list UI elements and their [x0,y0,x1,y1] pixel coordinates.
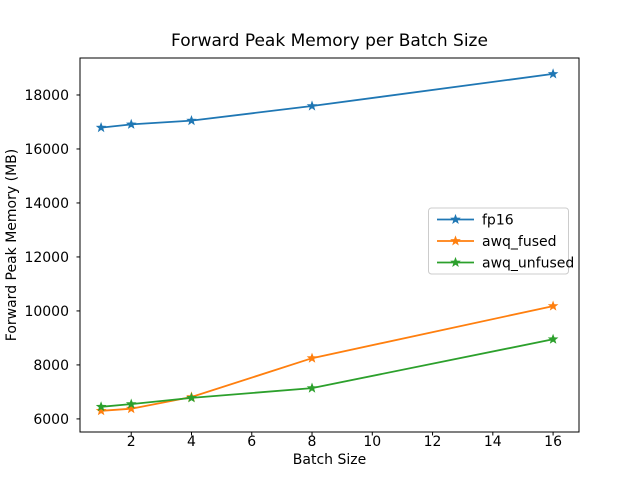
data-point-marker-fp16 [125,118,137,129]
x-tick-label: 10 [363,434,381,450]
data-point-marker-awq_unfused [306,382,318,393]
data-point-marker-fp16 [547,68,559,79]
data-point-marker-fp16 [186,115,197,126]
data-point-marker-awq_fused [125,403,137,414]
x-tick-label: 14 [484,434,502,450]
legend: fp16 awq_fused awq_unfused [428,207,574,275]
chart-title: Forward Peak Memory per Batch Size [171,31,488,51]
y-tick-label: 18000 [24,88,69,104]
x-tick-label: 2 [127,434,136,450]
data-point-marker-awq_unfused [95,401,107,412]
data-point-marker-awq_fused [95,405,107,416]
y-tick-label: 6000 [33,412,69,428]
y-tick-label: 14000 [24,196,69,212]
x-axis-label: Batch Size [293,452,366,468]
legend-marker-awq_fused [450,235,461,246]
y-tick-label: 8000 [33,358,69,374]
data-point-marker-awq_unfused [547,333,559,344]
y-axis-label: Forward Peak Memory (MB) [4,149,20,341]
data-point-marker-awq_fused [306,352,318,363]
x-tick-label: 4 [187,434,196,450]
x-tick-label: 16 [544,434,562,450]
data-point-marker-awq_fused [547,300,559,311]
legend-label-fp16: fp16 [482,213,514,229]
legend-label-awq_unfused: awq_unfused [482,256,574,272]
y-tick-label: 16000 [24,142,69,158]
y-tick-label: 10000 [24,304,69,320]
y-tick-label: 12000 [24,250,69,266]
data-point-marker-fp16 [306,100,318,111]
legend-box [428,207,569,275]
data-point-marker-awq_unfused [125,398,137,409]
plot-border [79,57,580,433]
legend-marker-fp16 [450,213,461,224]
data-point-marker-awq_unfused [186,392,197,403]
x-tick-label: 8 [308,434,317,450]
data-point-marker-fp16 [95,122,107,133]
legend-label-awq_fused: awq_fused [482,234,557,250]
x-tick-label: 6 [247,434,256,450]
x-tick-label: 12 [424,434,442,450]
legend-marker-awq_unfused [450,256,461,267]
